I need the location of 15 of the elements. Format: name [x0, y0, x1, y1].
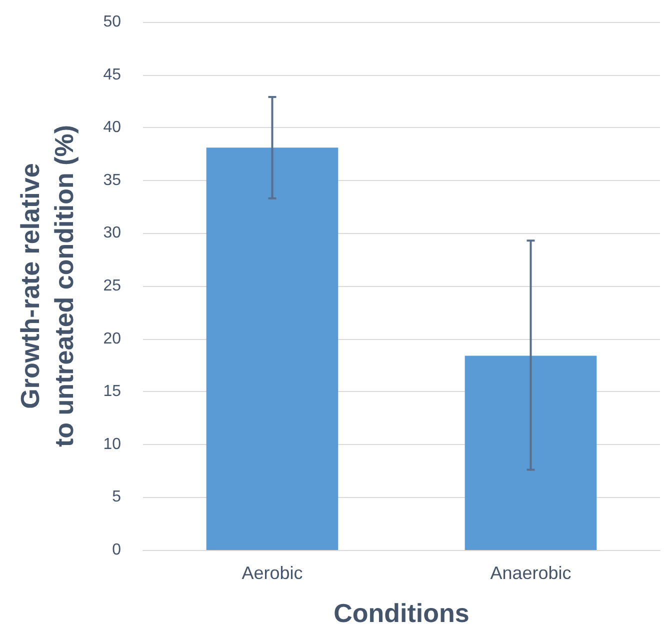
y-tick-label: 35: [103, 172, 122, 189]
x-tick-label: Anaerobic: [490, 563, 572, 583]
y-tick-label: 30: [103, 224, 122, 242]
y-tick-label: 50: [103, 14, 122, 30]
x-axis-title: Conditions: [334, 598, 470, 628]
x-tick-label: Aerobic: [242, 563, 303, 583]
y-axis-title: Growth-rate relative to untreated condition (%): [15, 124, 79, 448]
y-tick-label: 5: [112, 488, 122, 506]
y-tick-label: 10: [103, 436, 122, 453]
y-tick-label: 45: [103, 66, 122, 84]
y-tick-label: 15: [103, 383, 122, 400]
y-tick-label: 0: [112, 542, 122, 558]
y-tick-label: 40: [103, 119, 122, 136]
y-tick-label: 25: [103, 278, 122, 294]
y-tick-label: 20: [103, 330, 122, 348]
